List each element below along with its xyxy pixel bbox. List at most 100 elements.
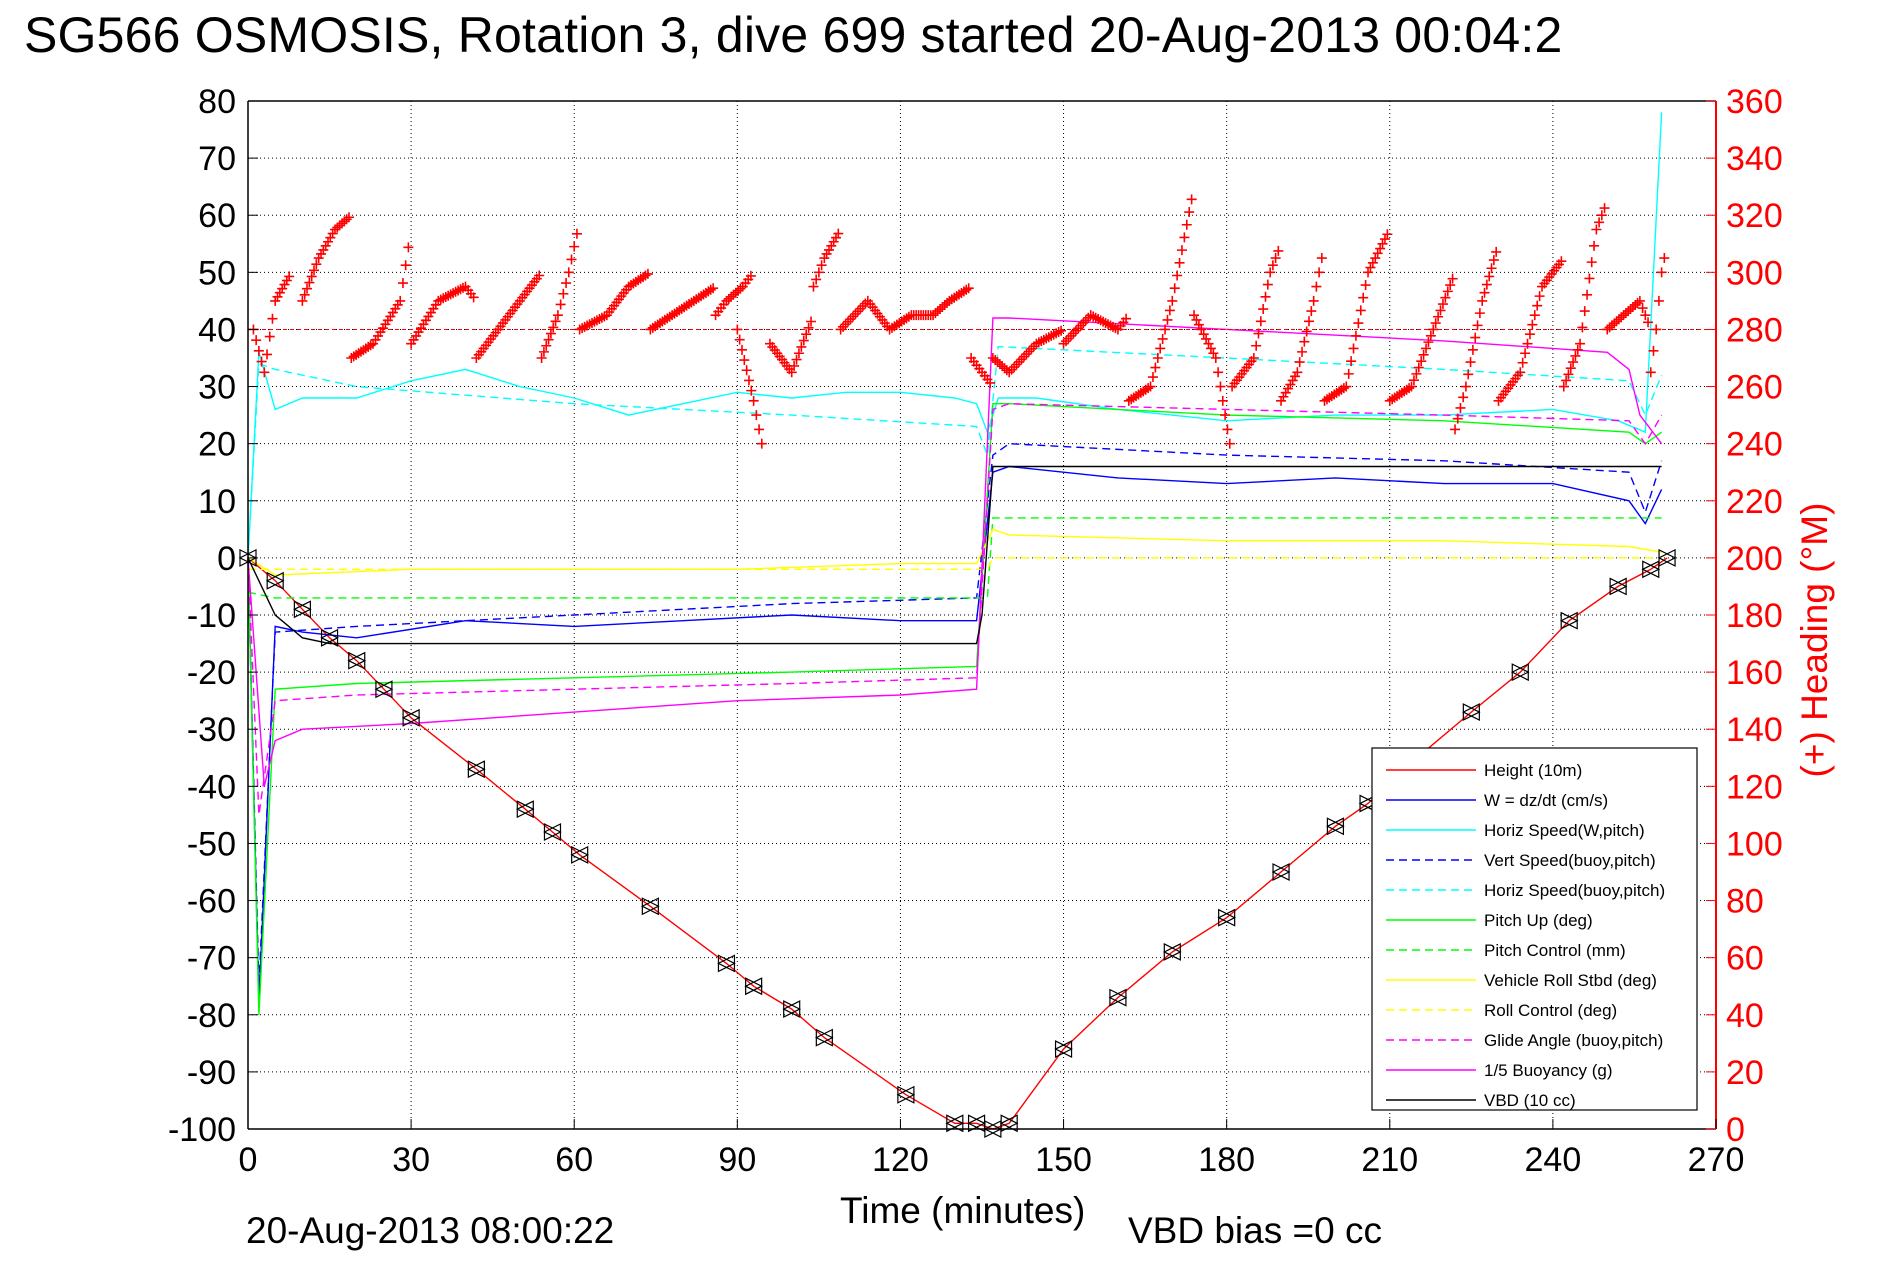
heading-segment <box>536 228 582 363</box>
heading-marker <box>1308 295 1319 306</box>
height-marker <box>896 1085 916 1104</box>
height-marker <box>1162 942 1182 961</box>
heading-marker <box>735 283 746 294</box>
heading-marker <box>1591 224 1602 235</box>
heading-marker <box>756 438 767 449</box>
heading-marker <box>1258 304 1269 315</box>
height-marker <box>945 1114 965 1133</box>
x-tick-label: 180 <box>1198 1141 1255 1179</box>
x-tick-label: 90 <box>718 1141 756 1179</box>
heading-marker <box>1196 324 1207 335</box>
heading-marker <box>1006 364 1017 375</box>
heading-segment <box>645 283 719 335</box>
heading-marker <box>850 308 861 319</box>
heading-marker <box>1425 330 1436 341</box>
heading-marker <box>1150 362 1161 373</box>
heading-marker <box>803 322 814 333</box>
heading-marker <box>739 355 750 366</box>
heading-marker <box>1470 332 1481 343</box>
heading-marker <box>732 324 743 335</box>
heading-marker <box>1561 375 1572 386</box>
heading-marker <box>1486 263 1497 274</box>
heading-marker <box>1346 356 1357 367</box>
heading-segment <box>808 228 844 292</box>
heading-marker <box>1524 329 1535 340</box>
heading-segment <box>1558 203 1610 392</box>
y-tick-label: -70 <box>187 940 236 978</box>
heading-marker <box>852 306 863 317</box>
heading-marker <box>599 311 610 322</box>
y-tick-label: -80 <box>187 997 236 1035</box>
heading-marker <box>1193 319 1204 330</box>
heading-marker <box>1208 348 1219 359</box>
heading-marker <box>1416 356 1427 367</box>
heading-marker <box>1377 238 1388 249</box>
heading-segment <box>1384 273 1458 406</box>
heading-marker <box>786 367 797 378</box>
heading-marker <box>1413 362 1424 373</box>
series-layer <box>247 112 1668 1130</box>
heading-marker <box>798 335 809 346</box>
x-tick-label: 210 <box>1361 1141 1418 1179</box>
heading-marker <box>1262 279 1273 290</box>
heading-marker <box>1406 381 1417 392</box>
heading-marker <box>1058 338 1069 349</box>
heading-marker <box>1063 333 1074 344</box>
heading-marker <box>1365 262 1376 273</box>
y-tick-label: -10 <box>187 597 236 635</box>
heading-segment <box>574 268 653 335</box>
heading-segment <box>406 281 479 349</box>
y-tick-label: 30 <box>198 369 236 407</box>
legend-label: W = dz/dt (cm/s) <box>1484 791 1608 810</box>
heading-marker <box>458 282 469 293</box>
legend-label: Vert Speed(buoy,pitch) <box>1484 851 1656 870</box>
height-marker <box>1657 548 1677 567</box>
heading-marker <box>1474 308 1485 319</box>
heading-marker <box>534 270 545 281</box>
heading-marker <box>1442 286 1453 297</box>
heading-marker <box>538 346 549 357</box>
height-marker <box>265 571 285 590</box>
height-marker <box>640 897 660 916</box>
heading-marker <box>548 322 559 333</box>
heading-marker <box>1301 326 1312 337</box>
heading-marker <box>1189 310 1200 321</box>
heading-marker <box>1248 353 1259 363</box>
heading-marker <box>1447 273 1458 284</box>
heading-marker <box>1460 381 1471 392</box>
heading-marker <box>855 303 866 314</box>
heading-marker <box>1311 281 1322 292</box>
axes-layer: 0 30 60 90 120 150 180 210 240 270-100-90-80-70-6… <box>168 83 1783 1179</box>
heading-marker <box>1299 336 1310 347</box>
y2-tick-label: 80 <box>1726 883 1764 921</box>
legend-box <box>1371 747 1698 1111</box>
y2-tick-label: 280 <box>1726 311 1783 349</box>
series-line-7 <box>247 528 1662 576</box>
heading-marker <box>267 313 278 324</box>
y-tick-label: -60 <box>187 883 236 921</box>
legend-label: VBD (10 cc) <box>1484 1091 1576 1110</box>
heading-marker <box>963 283 974 294</box>
heading-marker <box>734 334 745 345</box>
heading-segment <box>764 316 817 378</box>
heading-marker <box>843 316 854 327</box>
heading-marker <box>1382 229 1393 240</box>
heading-marker <box>1491 246 1502 257</box>
heading-marker <box>1152 353 1163 363</box>
height-marker <box>1108 988 1128 1007</box>
vbd-bias-label: VBD bias =0 cc <box>1128 1210 1382 1251</box>
heading-marker <box>311 259 322 270</box>
legend-label: Horiz Speed(W,pitch) <box>1484 821 1645 840</box>
heading-marker <box>1455 402 1466 413</box>
heading-marker <box>1520 348 1531 359</box>
heading-marker <box>541 340 552 351</box>
height-marker <box>543 823 562 841</box>
heading-marker <box>1265 267 1276 278</box>
heading-segment <box>1123 194 1197 406</box>
heading-marker <box>1428 324 1439 335</box>
legend-label: Roll Control (deg) <box>1484 1001 1617 1020</box>
heading-marker <box>1577 322 1588 333</box>
height-marker <box>1271 863 1291 881</box>
heading-marker <box>1198 329 1209 340</box>
heading-marker <box>1253 328 1264 339</box>
